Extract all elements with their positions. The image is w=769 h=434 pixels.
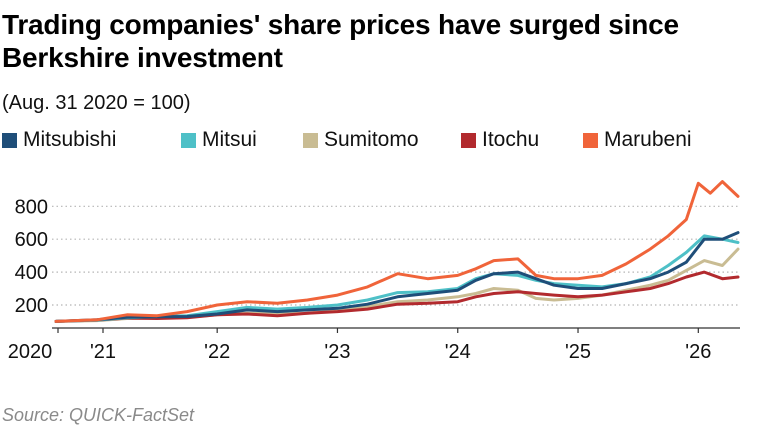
legend-item-marubeni: Marubeni [583,128,692,152]
line-chart: 200 400 600 800 2020 '21 '22 '23 '24 '25 '26 [8,180,740,363]
chart-subtitle: (Aug. 31 2020 = 100) [2,92,191,114]
x-tick-label-6: '26 [685,341,711,363]
chart-title: Trading companies' share prices have sur… [2,9,679,73]
x-tick-label-2: '22 [204,341,230,363]
y-tick-label-800: 800 [15,196,48,218]
series-line-sumitomo [54,247,740,323]
legend-swatch-mitsubishi [2,132,17,148]
x-tick-label-0: 2020 [8,341,53,363]
legend-item-mitsui: Mitsui [181,128,257,152]
legend-swatch-sumitomo [303,132,318,148]
x-tick-label-1: '21 [90,341,116,363]
x-tick-label-4: '24 [445,341,471,363]
series-line-marubeni [54,180,740,323]
legend-item-itochu: Itochu [461,128,539,152]
x-tick-label-3: '23 [324,341,350,363]
legend-label-sumitomo: Sumitomo [324,128,419,151]
legend-swatch-itochu [461,132,476,148]
legend-label-itochu: Itochu [482,128,540,151]
legend-label-marubeni: Marubeni [604,128,692,151]
legend-item-mitsubishi: Mitsubishi [2,128,116,152]
legend-swatch-marubeni [583,132,598,148]
source-note: Source: QUICK-FactSet [2,405,195,425]
legend-item-sumitomo: Sumitomo [303,128,419,152]
y-tick-label-200: 200 [15,295,48,317]
y-tick-label-400: 400 [15,262,48,284]
legend-swatch-mitsui [181,132,196,148]
legend-label-mitsubishi: Mitsubishi [23,128,117,151]
series-line-mitsui [54,234,740,323]
x-tick-label-5: '25 [565,341,591,363]
y-tick-label-600: 600 [15,229,48,251]
legend-label-mitsui: Mitsui [202,128,257,151]
series-line-mitsubishi [54,231,740,323]
